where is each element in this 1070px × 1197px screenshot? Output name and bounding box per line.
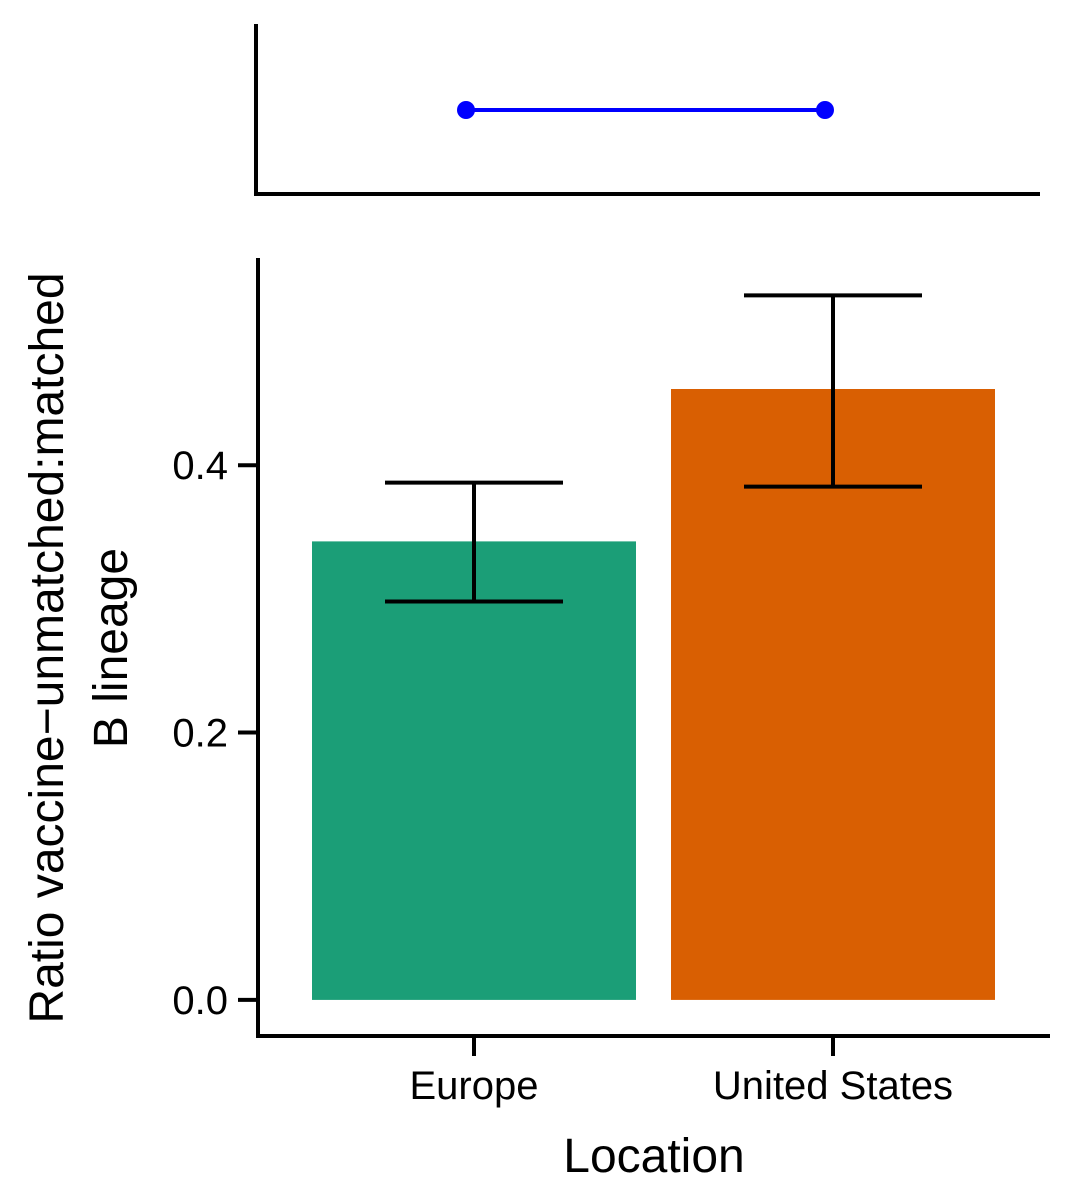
bar-panel: 0.0 0.2 0.4 Europe United States Location R… bbox=[21, 258, 1050, 1183]
bar-europe bbox=[312, 541, 636, 1000]
y-axis-title-line-2: B lineage bbox=[85, 548, 138, 748]
y-tick-label: 0.0 bbox=[172, 979, 228, 1023]
comparison-panel bbox=[254, 24, 1040, 196]
bar-united-states bbox=[671, 389, 995, 1000]
x-tick-label: Europe bbox=[410, 1064, 539, 1108]
y-tick-label: 0.4 bbox=[172, 444, 228, 488]
y-axis-title-line-1: Ratio vaccine−unmatched:matched bbox=[21, 272, 74, 1023]
comparison-point-united-states bbox=[816, 101, 834, 119]
error-bar-united-states bbox=[744, 293, 922, 489]
x-axis-title: Location bbox=[563, 1130, 744, 1183]
comparison-point-europe bbox=[457, 101, 475, 119]
error-bar-europe bbox=[385, 480, 563, 604]
y-tick-label: 0.2 bbox=[172, 712, 228, 756]
x-tick-label: United States bbox=[713, 1064, 953, 1108]
